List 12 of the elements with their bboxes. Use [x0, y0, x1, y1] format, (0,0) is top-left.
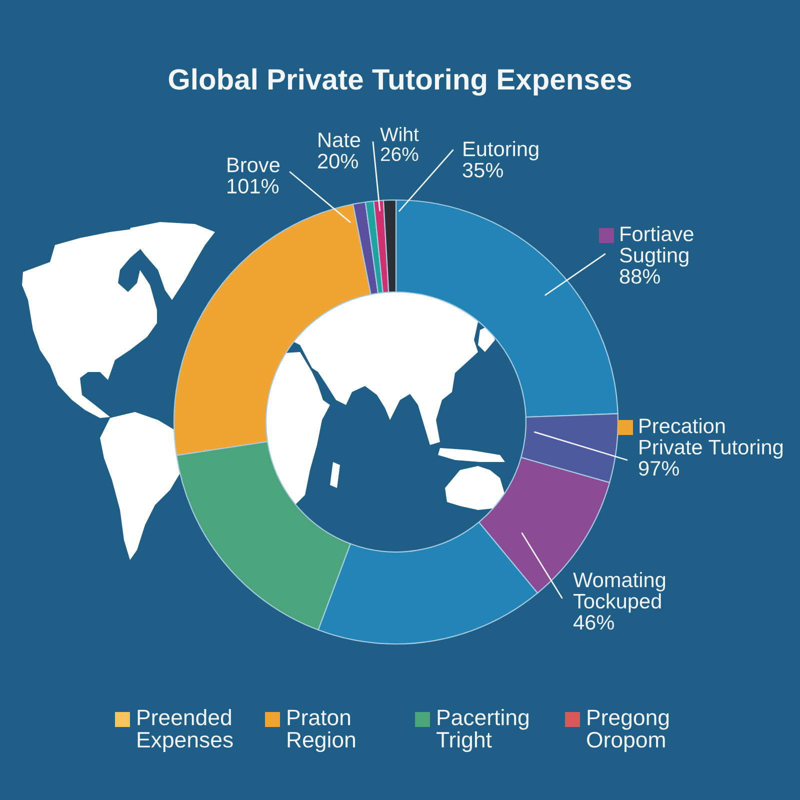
- text: Nate 20%: [318, 132, 360, 169]
- category-label: Pacerting Tright: [436, 709, 528, 752]
- text: Eutoring 35%: [462, 141, 538, 178]
- category-label: Preended Expenses: [138, 709, 233, 752]
- text: Womating Tockuped 46%: [573, 572, 666, 630]
- category-label: Praton Region: [288, 710, 355, 752]
- chart-title: Global Private Tutoring Expenses: [168, 68, 632, 96]
- text: Brove 101%: [228, 158, 280, 194]
- category-label: Pregong Oropom: [587, 710, 669, 752]
- text: Precation Private Tutoring 97%: [638, 418, 783, 476]
- text: Fortiave Sugting 88%: [620, 226, 694, 284]
- text: Wiht 26%: [380, 127, 419, 162]
